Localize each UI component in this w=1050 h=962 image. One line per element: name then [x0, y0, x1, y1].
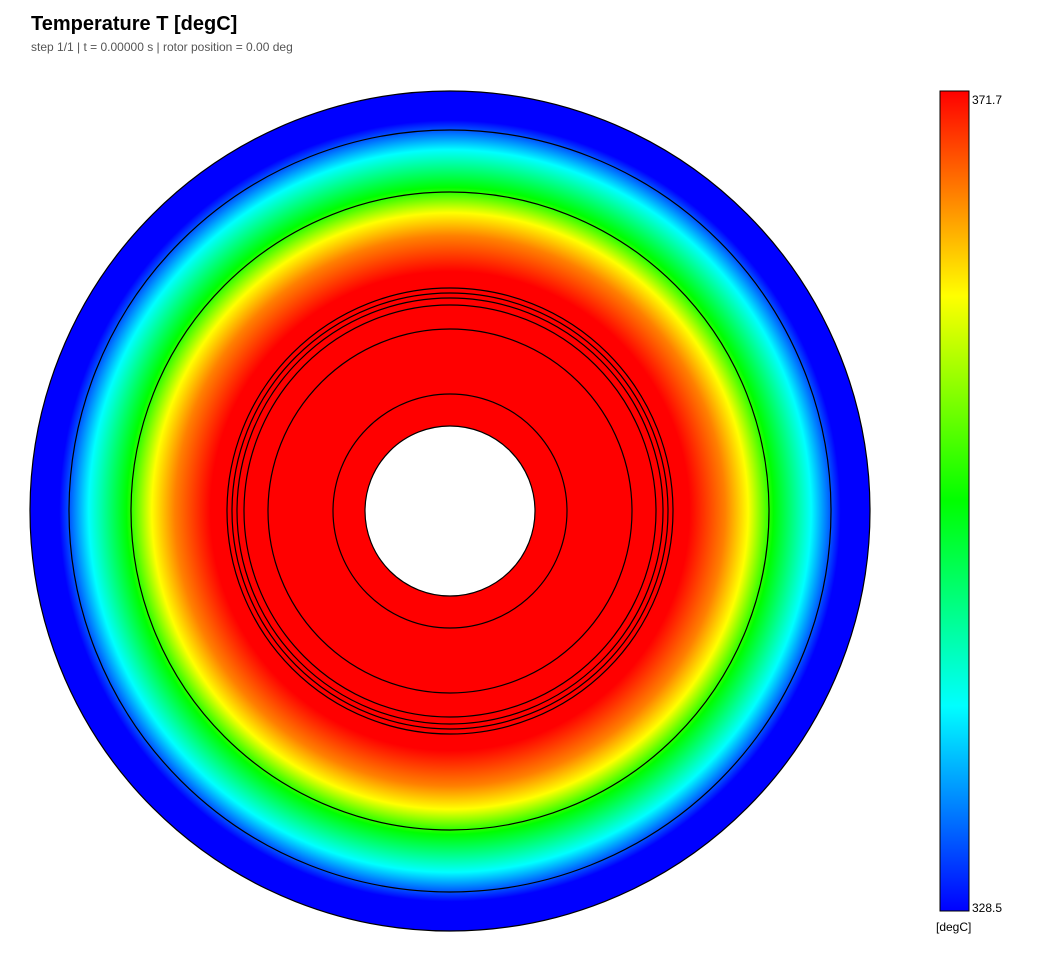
subtitle: step 1/1 | t = 0.00000 s | rotor positio… — [31, 40, 293, 54]
colorbar: 371.7 328.5 [degC] — [936, 90, 1002, 934]
temperature-field — [29, 90, 871, 932]
field-plot — [29, 90, 871, 932]
ring — [226, 287, 674, 735]
colorbar-scale — [939, 90, 970, 912]
ring — [231, 292, 669, 730]
ring — [332, 393, 568, 629]
title: Temperature T [degC] — [31, 13, 237, 35]
ring — [236, 297, 664, 725]
ring — [243, 304, 657, 718]
colorbar-max: 371.7 — [972, 93, 1002, 107]
colorbar-unit: [degC] — [936, 920, 971, 934]
ring — [68, 129, 832, 893]
colorbar-min: 328.5 — [972, 901, 1002, 915]
ring — [267, 328, 633, 694]
ring — [130, 191, 770, 831]
